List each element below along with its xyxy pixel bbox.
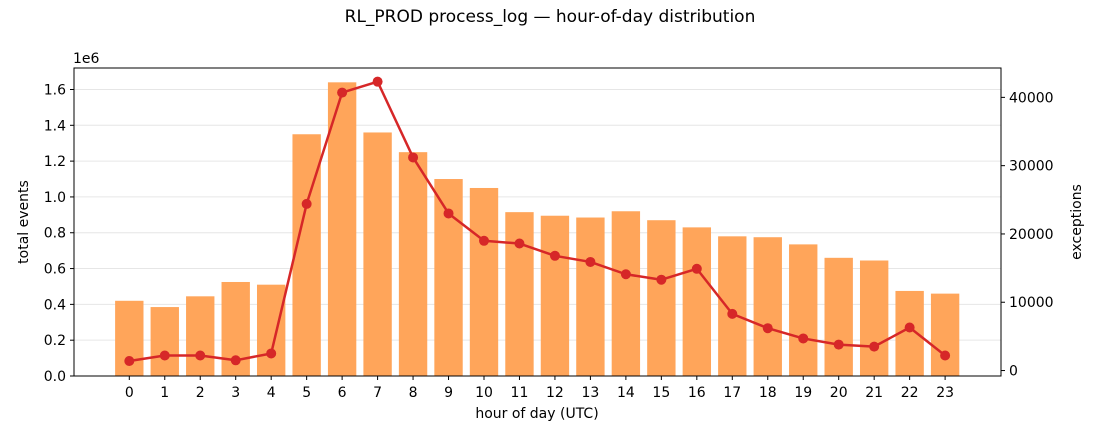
y-tick-label: 0.8: [44, 226, 66, 242]
y2-tick-label: 0: [1009, 364, 1018, 380]
line-point: [762, 323, 773, 334]
line-point: [798, 333, 809, 344]
x-tick-label: 3: [231, 385, 240, 401]
y-axis-left: 0.0 0.2 0.4 0.6 0.8 1.0 1.2 1.4 1.6: [44, 82, 74, 385]
x-tick-label: 20: [830, 385, 848, 401]
bar: [363, 132, 392, 376]
x-tick-label: 4: [267, 385, 276, 401]
x-axis: 0 1 2 3 4 5 6 7 8 9 10 11 12 13 14 15 16 17 18 19 20 21 22 23: [125, 376, 954, 401]
x-tick-label: 18: [759, 385, 777, 401]
line-point: [514, 238, 525, 249]
line-point: [833, 339, 844, 350]
x-axis-label: hour of day (UTC): [475, 406, 598, 422]
x-tick-label: 5: [302, 385, 311, 401]
y2-tick-label: 30000: [1009, 159, 1054, 175]
y-axis-label: total events: [16, 180, 32, 264]
line-point: [940, 350, 951, 361]
y-tick-label: 0.6: [44, 262, 66, 278]
bar: [930, 293, 960, 376]
line-point: [230, 355, 241, 366]
bar: [789, 244, 818, 376]
line-point: [585, 256, 596, 267]
x-tick-label: 1: [160, 385, 169, 401]
y2-tick-label: 40000: [1009, 90, 1054, 106]
line-point: [869, 341, 880, 352]
line-point: [691, 263, 702, 274]
line-point: [479, 235, 489, 246]
line-point: [656, 274, 667, 285]
y2-tick-label: 10000: [1009, 295, 1054, 311]
x-tick-label: 19: [794, 385, 812, 401]
bar: [824, 257, 853, 376]
x-tick-label: 8: [409, 385, 418, 401]
line-series: [124, 76, 951, 366]
bar: [576, 217, 605, 376]
x-tick-label: 14: [617, 385, 635, 401]
y2-axis-label: exceptions: [1069, 184, 1085, 260]
bar: [753, 237, 782, 376]
x-tick-label: 11: [511, 385, 529, 401]
x-tick-label: 16: [688, 385, 706, 401]
x-tick-label: 6: [338, 385, 347, 401]
y-tick-label: 0.4: [44, 297, 66, 313]
bar: [611, 211, 641, 376]
exceptions-line: [129, 80, 946, 363]
bar-series: [115, 82, 960, 376]
line-point: [124, 355, 135, 366]
line-point: [372, 76, 383, 87]
line-point: [443, 208, 454, 219]
x-tick-label: 9: [444, 385, 453, 401]
x-tick-label: 7: [373, 385, 382, 401]
y-tick-label: 1.2: [44, 154, 66, 170]
y-tick-label: 1.4: [44, 118, 66, 134]
line-point: [266, 348, 277, 359]
line-point: [620, 269, 631, 280]
bar: [718, 236, 747, 376]
y2-tick-label: 20000: [1009, 227, 1054, 243]
x-tick-label: 17: [723, 385, 741, 401]
line-point: [159, 350, 170, 361]
line-point: [904, 322, 915, 333]
bar: [186, 296, 215, 376]
line-point: [408, 152, 419, 163]
bar: [469, 187, 499, 376]
y-axis-right: 0 10000 20000 30000 40000: [1001, 90, 1054, 380]
y-axis-multiplier: 1e6: [73, 51, 100, 67]
bar: [398, 152, 428, 376]
bar: [647, 220, 676, 376]
line-point: [727, 308, 738, 319]
y-tick-label: 1.0: [44, 190, 66, 206]
bar: [150, 307, 179, 376]
line-point: [549, 250, 560, 261]
x-tick-label: 15: [652, 385, 670, 401]
bar: [256, 284, 286, 376]
x-tick-label: 21: [865, 385, 883, 401]
bar: [327, 82, 357, 376]
x-tick-label: 23: [936, 385, 954, 401]
bar: [540, 215, 570, 376]
x-tick-label: 10: [475, 385, 493, 401]
y-tick-label: 0.2: [44, 333, 66, 349]
x-tick-label: 2: [196, 385, 205, 401]
x-tick-label: 13: [581, 385, 599, 401]
line-point: [337, 87, 348, 98]
y-tick-label: 0.0: [44, 369, 66, 385]
chart-title: RL_PROD process_log — hour-of-day distri…: [345, 7, 756, 27]
y-tick-label: 1.6: [44, 82, 66, 98]
x-tick-label: 22: [901, 385, 919, 401]
x-tick-label: 0: [125, 385, 134, 401]
bar: [682, 227, 712, 376]
bar: [505, 212, 534, 376]
x-tick-label: 12: [546, 385, 564, 401]
bar: [859, 260, 889, 376]
line-point: [195, 350, 206, 361]
line-point: [301, 198, 312, 209]
plot-frame: [73, 67, 1002, 377]
